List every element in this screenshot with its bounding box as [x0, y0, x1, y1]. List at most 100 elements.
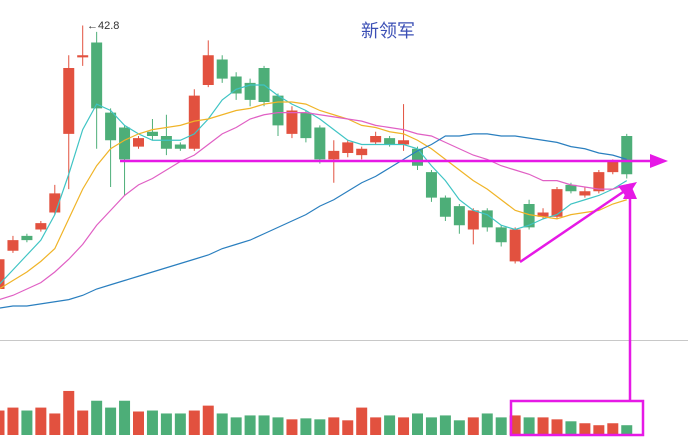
volume-bar	[425, 417, 437, 435]
candle-body	[300, 112, 312, 139]
chart-title: 新领军	[361, 21, 415, 42]
candle-body	[565, 184, 577, 192]
volume-bar	[467, 417, 479, 435]
candle-body	[621, 136, 633, 175]
candle-body	[216, 59, 228, 79]
plot-area	[0, 25, 633, 435]
volume-bar	[133, 411, 144, 435]
volume-bar	[7, 407, 19, 435]
volume-bar	[370, 417, 382, 435]
volume-bar	[272, 417, 284, 435]
volume-bar	[202, 405, 214, 435]
volume-bar	[495, 417, 507, 435]
moving-average-line	[0, 84, 628, 285]
candle-body	[537, 212, 549, 217]
volume-bar	[49, 413, 61, 435]
candle-body	[412, 148, 423, 166]
candle-body	[77, 55, 89, 58]
candle-body	[495, 227, 507, 243]
candle-body	[342, 142, 354, 153]
highlight-box	[509, 399, 645, 437]
volume-bar	[509, 415, 521, 435]
volume-bar	[160, 413, 172, 435]
candle-body	[314, 127, 326, 160]
volume-bar	[551, 419, 563, 435]
candle-body	[49, 193, 61, 213]
candle-body	[105, 112, 117, 141]
candle-body	[509, 229, 521, 262]
volume-bar	[607, 423, 619, 435]
candle-body	[467, 210, 479, 230]
candle-body	[21, 235, 33, 241]
volume-bar	[412, 413, 423, 435]
volume-bar	[77, 410, 89, 435]
moving-average-line	[0, 101, 627, 290]
candle-body	[133, 138, 144, 147]
volume-bar	[342, 420, 354, 435]
candle-body	[453, 206, 465, 226]
candle-body	[286, 110, 298, 134]
candle-body	[523, 204, 535, 228]
volume-bar	[63, 390, 75, 435]
volume-bar	[146, 410, 158, 435]
candle-body	[370, 136, 382, 143]
candle-body	[35, 223, 47, 230]
candle-body	[244, 82, 256, 100]
volume-bar	[244, 415, 256, 435]
volume-bar	[621, 425, 633, 435]
volume-bar	[593, 425, 605, 435]
volume-bar	[439, 415, 451, 435]
candle-body	[328, 150, 340, 160]
high-annotation: ←42.8	[87, 20, 119, 32]
candle-body	[160, 136, 172, 149]
candle-body	[188, 95, 200, 149]
volume-bar	[523, 417, 535, 435]
volume-bar	[356, 407, 368, 435]
volume-bar	[0, 410, 5, 435]
arrowhead	[623, 183, 637, 199]
volume-bar	[119, 400, 131, 435]
volume-bar	[537, 417, 549, 435]
volume-bar	[314, 419, 326, 435]
candle-body	[202, 55, 214, 85]
volume-bar	[565, 421, 577, 435]
moving-average-line	[0, 112, 627, 300]
candle-body	[63, 68, 75, 134]
volume-bar	[579, 423, 591, 435]
arrowhead	[650, 154, 668, 168]
candle-body	[174, 144, 186, 149]
volume-bar	[230, 417, 242, 435]
volume-bar	[21, 410, 33, 435]
volume-bar	[91, 400, 103, 435]
candle-body	[384, 138, 396, 145]
candle-body	[272, 95, 284, 126]
volume-bar	[174, 413, 186, 435]
volume-bar	[188, 410, 200, 435]
volume-bar	[35, 407, 47, 435]
volume-bar	[300, 418, 312, 435]
candle-body	[593, 172, 605, 192]
candle-body	[146, 131, 158, 136]
volume-bar	[384, 415, 396, 435]
volume-bar	[286, 419, 298, 435]
volume-bar	[216, 413, 228, 435]
candle-body	[607, 161, 619, 173]
candle-body	[119, 127, 131, 160]
candle-body	[91, 42, 103, 109]
moving-average-line	[0, 133, 627, 309]
candle-body	[481, 210, 493, 228]
candle-body	[398, 140, 410, 145]
candle-body	[551, 189, 563, 217]
candle-body	[230, 76, 242, 94]
candle-body	[356, 148, 368, 156]
arrow-diagonal	[519, 188, 627, 264]
candle-body	[7, 240, 19, 251]
volume-bar	[398, 417, 410, 435]
volume-bar	[481, 413, 493, 435]
candle-body	[425, 172, 437, 198]
volume-bar	[328, 417, 340, 435]
volume-bar	[453, 420, 465, 435]
candle-body	[0, 259, 5, 289]
volume-bar	[258, 415, 270, 435]
